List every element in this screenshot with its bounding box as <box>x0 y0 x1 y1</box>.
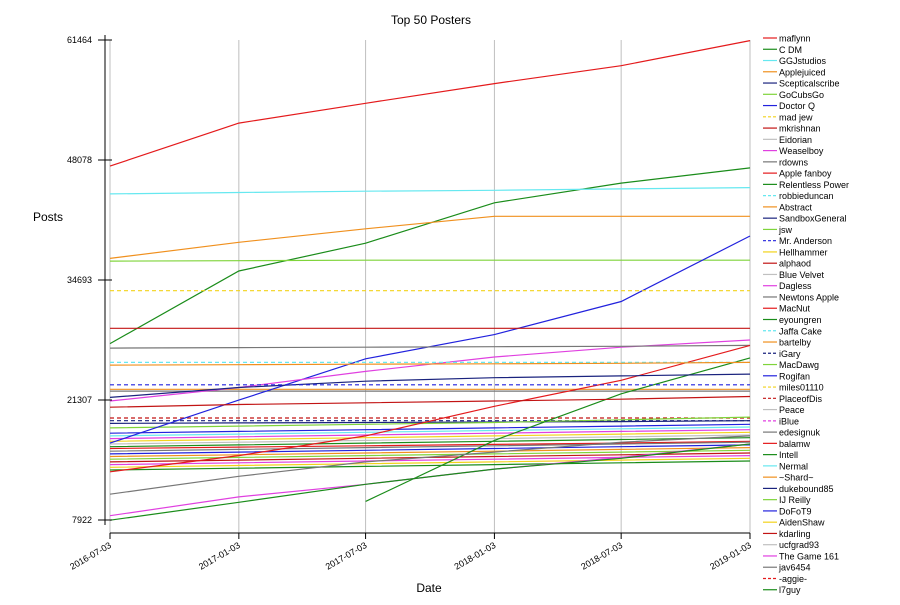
series-line-minor <box>109 447 751 458</box>
legend-label: robbieduncan <box>779 191 834 201</box>
legend-label: Relentless Power <box>779 180 849 190</box>
series-line-apple-fanboy <box>109 344 751 473</box>
legend-label: eyoungren <box>779 315 822 325</box>
legend-label: Intell <box>779 450 798 460</box>
legend-label: Rogifan <box>779 371 810 381</box>
series-line-minor <box>109 434 751 445</box>
legend-label: mad jew <box>779 112 813 122</box>
x-axis-label: Date <box>416 581 442 595</box>
y-tick-label: 48078 <box>67 155 92 165</box>
legend-label: Mr. Anderson <box>779 236 832 246</box>
legend-label: C DM <box>779 45 802 55</box>
x-tick-label: 2019-01-03 <box>708 540 753 572</box>
x-tick-label: 2018-01-03 <box>453 540 498 572</box>
legend-label: jsw <box>778 225 792 235</box>
x-tick-label: 2017-07-03 <box>324 540 369 572</box>
series-line-abstract <box>109 361 751 366</box>
legend-label: MacNut <box>779 304 811 314</box>
legend-label: MacDawg <box>779 360 819 370</box>
legend-label: balamw <box>779 439 811 449</box>
legend-label: Weaselboy <box>779 146 824 156</box>
y-tick-label: 34693 <box>67 275 92 285</box>
legend-label: Dagless <box>779 281 812 291</box>
y-tick-label: 21307 <box>67 395 92 405</box>
series-line-minor <box>109 416 751 429</box>
series-line-applejuiced <box>109 215 750 259</box>
legend-label: iBlue <box>779 416 799 426</box>
y-tick-label: 7922 <box>72 515 92 525</box>
legend-label: The Game 161 <box>779 551 839 561</box>
series-line-weaselboy <box>109 339 751 402</box>
legend-label: ucfgrad93 <box>779 540 819 550</box>
series-line-minor <box>109 420 751 424</box>
legend-label: Peace <box>779 405 805 415</box>
legend-label: miles01110 <box>779 383 824 393</box>
plot-area <box>109 40 751 521</box>
legend-label: Applejuiced <box>779 67 826 77</box>
legend-label: IJ Reilly <box>779 495 811 505</box>
legend-label: GoCubsGo <box>779 90 824 100</box>
series-line-minor <box>109 429 751 440</box>
legend-label: SandboxGeneral <box>779 214 847 224</box>
legend-label: l7guy <box>779 585 801 595</box>
series-line-minor <box>109 426 751 437</box>
legend-label: Eidorian <box>779 135 812 145</box>
x-tick-label: 2016-07-03 <box>68 540 113 572</box>
series-line-minor <box>109 423 751 434</box>
legend-label: Newtons Apple <box>779 292 839 302</box>
legend-label: PlaceofDis <box>779 394 823 404</box>
legend-label: rdowns <box>779 157 809 167</box>
chart-title: Top 50 Posters <box>391 13 471 27</box>
series-line-l7guy <box>109 443 751 521</box>
legend-label: Abstract <box>779 202 813 212</box>
series-line-minor <box>109 444 751 455</box>
series-line-minor <box>109 441 751 452</box>
series-line-minor <box>109 431 751 442</box>
legend-label: jav6454 <box>778 563 811 573</box>
legend-label: dukebound85 <box>779 484 834 494</box>
x-tick-label: 2018-07-03 <box>579 540 624 572</box>
series-line-gocubsgo <box>109 259 750 262</box>
series-line-minor <box>109 457 751 468</box>
legend-label: ~Shard~ <box>779 473 814 483</box>
series-line-minor <box>109 455 751 466</box>
series-line-rdowns <box>109 344 751 349</box>
legend-label: Blue Velvet <box>779 270 825 280</box>
legend-label: GGJstudios <box>779 56 827 66</box>
series-line-minor <box>109 437 751 448</box>
x-tick-label: 2017-01-03 <box>197 540 242 572</box>
series-line-jav6454 <box>109 435 751 495</box>
legend-label: Apple fanboy <box>779 169 832 179</box>
legend-label: AidenShaw <box>779 518 825 528</box>
series-line-minor <box>109 440 751 450</box>
series-line-doctor-q <box>109 235 751 444</box>
series-line-sandboxgeneral <box>109 373 751 398</box>
legend-label: Hellhammer <box>779 247 828 257</box>
legend-label: alphaod <box>779 259 811 269</box>
y-tick-label: 61464 <box>67 35 92 45</box>
series-line-minor <box>109 460 751 471</box>
series-line-ggjstudios <box>109 187 751 195</box>
axes: 2016-07-03 2017-01-03 2017-07-03 2018-01-03… <box>67 35 753 572</box>
series-line-maflynn <box>109 40 751 167</box>
legend-label: kdarling <box>779 529 811 539</box>
legend-label: edesignuk <box>779 428 821 438</box>
legend-label: Scepticalscribe <box>779 79 840 89</box>
y-axis-label: Posts <box>33 210 63 224</box>
legend-label: Jaffa Cake <box>779 326 822 336</box>
legend-label: mkrishnan <box>779 124 821 134</box>
legend-label: maflynn <box>779 34 811 44</box>
legend-label: bartelby <box>779 338 812 348</box>
series-line-c-dm <box>109 167 751 345</box>
legend-label: iGary <box>779 349 801 359</box>
legend-label: Nermal <box>779 461 808 471</box>
legend-label: DoFoT9 <box>779 506 812 516</box>
legend-label: -aggie- <box>779 574 807 584</box>
series-line-alphaod <box>109 395 751 408</box>
legend-label: Doctor Q <box>779 101 815 111</box>
series-line-relentless-power <box>365 357 751 502</box>
